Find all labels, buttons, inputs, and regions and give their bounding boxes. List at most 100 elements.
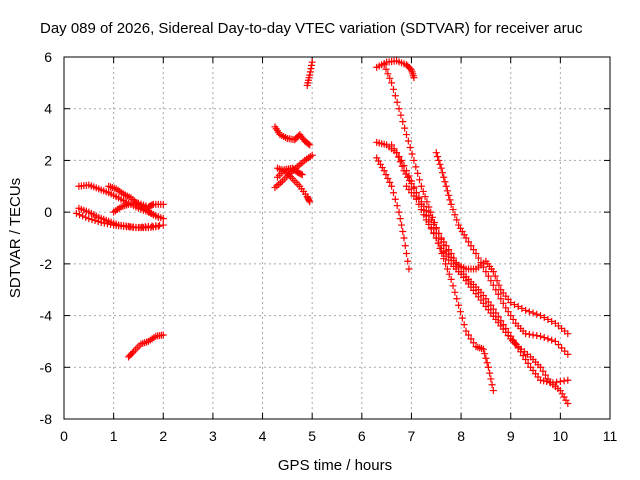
data-point xyxy=(82,213,90,221)
data-point xyxy=(308,58,316,66)
data-point xyxy=(432,234,440,242)
data-point xyxy=(397,111,405,119)
data-point xyxy=(472,250,480,258)
data-point xyxy=(432,149,440,157)
data-point xyxy=(462,327,470,335)
data-point xyxy=(427,225,435,233)
series-track-18 xyxy=(402,182,497,395)
data-point xyxy=(395,208,403,216)
data-point xyxy=(415,200,423,208)
data-point xyxy=(447,275,455,283)
data-point xyxy=(410,156,418,164)
data-point xyxy=(405,265,413,273)
data-point xyxy=(307,65,315,73)
data-point xyxy=(470,339,477,347)
data-point xyxy=(556,378,564,386)
data-point xyxy=(308,61,316,69)
data-point xyxy=(128,349,136,357)
data-point xyxy=(484,272,492,280)
series-track-17 xyxy=(432,149,572,358)
data-point xyxy=(509,315,517,323)
data-point xyxy=(479,345,487,353)
data-point xyxy=(487,301,495,309)
y-tick-label: -2 xyxy=(40,256,53,272)
data-point xyxy=(467,242,475,250)
data-point xyxy=(401,124,409,132)
data-point xyxy=(460,321,468,329)
data-point xyxy=(419,187,427,195)
data-point xyxy=(380,167,388,175)
data-point xyxy=(103,220,111,228)
data-point xyxy=(391,92,399,100)
series-track-7 xyxy=(271,123,314,149)
data-point xyxy=(477,259,485,267)
data-point xyxy=(447,200,455,208)
data-point xyxy=(400,234,408,242)
data-point xyxy=(564,350,572,358)
y-tick-label: 6 xyxy=(44,49,52,65)
x-tick-label: 2 xyxy=(159,428,167,444)
x-tick-label: 1 xyxy=(110,428,118,444)
data-point xyxy=(394,153,402,161)
series-track-11 xyxy=(303,58,316,89)
data-point xyxy=(425,220,433,228)
data-point xyxy=(445,246,453,254)
data-point xyxy=(441,178,449,186)
data-point xyxy=(304,140,312,148)
data-point xyxy=(76,211,84,219)
data-point xyxy=(497,295,505,303)
x-tick-label: 4 xyxy=(259,428,267,444)
data-point xyxy=(537,332,545,340)
data-point xyxy=(395,153,403,161)
data-point xyxy=(438,250,446,258)
data-point xyxy=(402,131,410,139)
data-point xyxy=(449,282,457,290)
data-point xyxy=(417,182,425,190)
data-point xyxy=(148,201,156,209)
chart-title: Day 089 of 2026, Sidereal Day-to-day VTE… xyxy=(40,20,583,37)
data-point xyxy=(389,85,397,93)
data-point xyxy=(380,61,388,69)
data-point xyxy=(396,215,404,223)
data-point xyxy=(438,169,446,177)
data-point xyxy=(467,335,475,343)
data-point xyxy=(298,171,306,179)
data-point xyxy=(85,215,93,223)
data-point xyxy=(529,309,537,317)
data-point xyxy=(544,335,552,343)
data-point xyxy=(436,160,444,168)
data-point xyxy=(465,238,473,246)
data-point xyxy=(434,153,442,161)
data-point xyxy=(388,141,396,149)
data-point xyxy=(537,376,545,384)
data-point xyxy=(72,209,80,217)
data-point xyxy=(159,215,167,223)
x-tick-label: 0 xyxy=(60,428,68,444)
data-point xyxy=(507,312,515,320)
data-point xyxy=(159,221,167,229)
data-point xyxy=(422,216,430,224)
data-point xyxy=(402,250,410,258)
data-point xyxy=(451,211,459,219)
data-point xyxy=(400,162,408,170)
data-point xyxy=(458,314,466,322)
data-point xyxy=(537,363,545,371)
data-point xyxy=(456,308,464,316)
data-point xyxy=(544,315,552,323)
series-track-10 xyxy=(273,164,306,181)
data-point xyxy=(382,171,390,179)
series-track-4 xyxy=(105,182,167,223)
x-tick-label: 3 xyxy=(209,428,217,444)
y-axis-label: SDTVAR / TECUs xyxy=(7,178,24,298)
data-point xyxy=(445,191,453,199)
data-point xyxy=(389,189,397,197)
data-point xyxy=(430,229,438,237)
data-point xyxy=(393,149,401,157)
data-point xyxy=(437,164,445,172)
data-point xyxy=(525,308,533,316)
data-point xyxy=(440,173,448,181)
data-point xyxy=(396,158,404,166)
data-point xyxy=(435,156,443,164)
data-point xyxy=(399,228,407,236)
